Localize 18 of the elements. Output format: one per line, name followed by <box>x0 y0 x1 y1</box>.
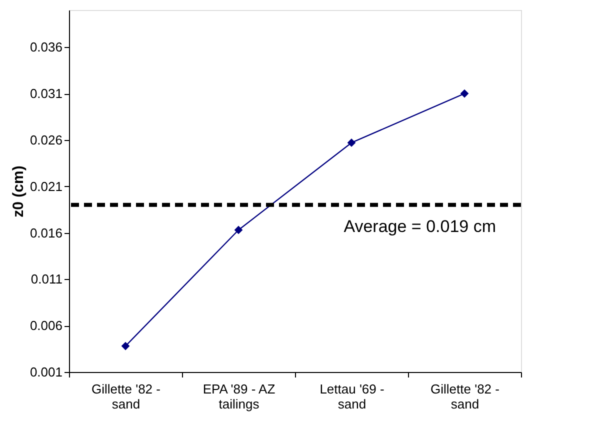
y-tick-label: 0.021 <box>30 178 62 194</box>
y-tick-label: 0.016 <box>30 225 62 240</box>
y-tick-label: 0.026 <box>30 132 62 148</box>
x-tick-label: Gillette '82 - sand <box>92 382 160 412</box>
y-tick-label: 0.006 <box>30 318 62 334</box>
x-tick-label: Lettau '69 - sand <box>320 382 384 412</box>
point <box>347 138 356 147</box>
x-tick-label: EPA '89 - AZ tailings <box>202 382 276 412</box>
y-tick-label: 0.001 <box>30 364 62 380</box>
y-tick-label: 0.031 <box>30 86 62 102</box>
ref-line-label: Average = 0.019 cm <box>344 216 496 236</box>
y-axis-title: z0 (cm) <box>10 166 27 218</box>
point <box>460 89 469 98</box>
point <box>121 342 130 350</box>
y-tick-label: 0.011 <box>30 272 62 287</box>
y-tick-label: 0.036 <box>30 40 62 55</box>
x-tick-label: Gillette '82 - sand <box>430 382 500 412</box>
point <box>234 226 243 234</box>
